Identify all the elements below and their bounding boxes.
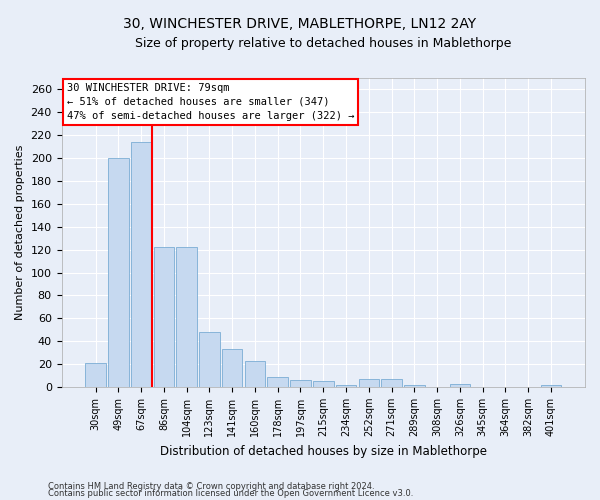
Text: 30, WINCHESTER DRIVE, MABLETHORPE, LN12 2AY: 30, WINCHESTER DRIVE, MABLETHORPE, LN12 … <box>124 18 476 32</box>
Bar <box>222 349 242 387</box>
Bar <box>154 248 174 387</box>
Bar <box>268 376 288 387</box>
Bar <box>359 379 379 387</box>
Bar <box>313 381 334 387</box>
Bar <box>85 363 106 387</box>
Bar <box>541 384 561 387</box>
Bar <box>176 248 197 387</box>
Title: Size of property relative to detached houses in Mablethorpe: Size of property relative to detached ho… <box>135 38 511 51</box>
Text: Contains public sector information licensed under the Open Government Licence v3: Contains public sector information licen… <box>48 490 413 498</box>
Bar <box>131 142 151 387</box>
Text: 30 WINCHESTER DRIVE: 79sqm
← 51% of detached houses are smaller (347)
47% of sem: 30 WINCHESTER DRIVE: 79sqm ← 51% of deta… <box>67 82 354 120</box>
Bar <box>449 384 470 387</box>
Bar <box>382 379 402 387</box>
Bar <box>290 380 311 387</box>
Text: Contains HM Land Registry data © Crown copyright and database right 2024.: Contains HM Land Registry data © Crown c… <box>48 482 374 491</box>
Bar <box>404 384 425 387</box>
Bar <box>199 332 220 387</box>
Bar <box>336 384 356 387</box>
Y-axis label: Number of detached properties: Number of detached properties <box>15 145 25 320</box>
X-axis label: Distribution of detached houses by size in Mablethorpe: Distribution of detached houses by size … <box>160 444 487 458</box>
Bar <box>245 360 265 387</box>
Bar <box>108 158 128 387</box>
